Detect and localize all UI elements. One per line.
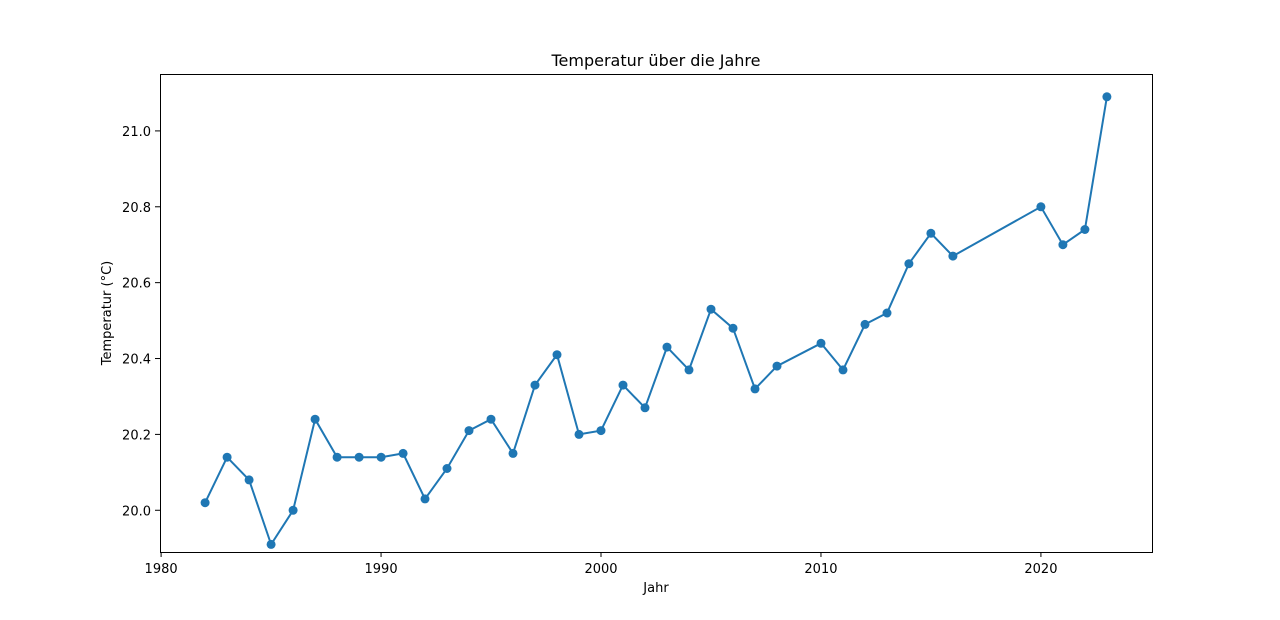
x-tick-label: 1990: [365, 562, 398, 577]
data-point: [1080, 225, 1090, 234]
x-tick-label: 1980: [145, 562, 178, 577]
data-point: [882, 308, 892, 318]
plot-frame: [160, 74, 1153, 553]
data-point: [684, 365, 694, 375]
data-point: [310, 414, 320, 424]
data-point: [750, 384, 760, 394]
temperature-data-points: [200, 92, 1112, 549]
data-point: [904, 259, 914, 269]
x-axis: 1980 1990 2000 2010 2020: [145, 552, 1057, 577]
data-point: [530, 380, 540, 390]
y-tick-label: 20.6: [122, 277, 151, 292]
data-point: [618, 380, 628, 390]
x-tick-label: 2000: [584, 562, 617, 577]
data-point: [662, 342, 672, 352]
x-tick-label: 2010: [804, 562, 837, 577]
data-point: [816, 338, 826, 348]
data-point: [376, 452, 386, 462]
data-point: [574, 429, 584, 439]
temperature-series-line: [204, 96, 1108, 547]
data-point: [266, 539, 276, 549]
data-point: [1036, 202, 1046, 212]
data-point: [596, 426, 606, 436]
data-point: [1102, 92, 1112, 102]
data-point: [442, 464, 452, 473]
data-point: [508, 448, 518, 458]
data-point: [244, 475, 254, 485]
data-point: [222, 452, 232, 462]
y-tick-label: 20.8: [122, 201, 151, 216]
data-point: [464, 426, 474, 436]
y-tick-label: 20.0: [122, 504, 151, 519]
data-point: [420, 494, 430, 504]
data-point: [728, 323, 738, 333]
data-point: [706, 304, 716, 314]
data-point: [200, 498, 210, 508]
y-axis-label: Temperatur (°C): [100, 261, 115, 367]
data-point: [1058, 240, 1068, 250]
data-point: [354, 452, 364, 462]
x-axis-label: Jahr: [642, 581, 669, 596]
chart-title: Temperatur über die Jahre: [550, 51, 760, 70]
y-tick-label: 20.2: [122, 428, 151, 443]
y-axis: 20.0 20.2 20.4 20.6 20.8 21.0: [122, 125, 160, 519]
data-point: [926, 228, 936, 238]
data-point: [772, 361, 782, 371]
y-tick-label: 20.4: [122, 353, 151, 368]
data-point: [332, 452, 342, 462]
data-point: [552, 350, 562, 360]
data-point: [860, 319, 870, 329]
data-point: [838, 365, 848, 375]
data-point: [486, 414, 496, 424]
data-point: [640, 403, 650, 413]
y-tick-label: 21.0: [122, 125, 151, 140]
x-tick-label: 2020: [1024, 562, 1057, 577]
data-point: [948, 251, 958, 261]
data-point: [398, 448, 408, 458]
data-point: [288, 505, 298, 515]
